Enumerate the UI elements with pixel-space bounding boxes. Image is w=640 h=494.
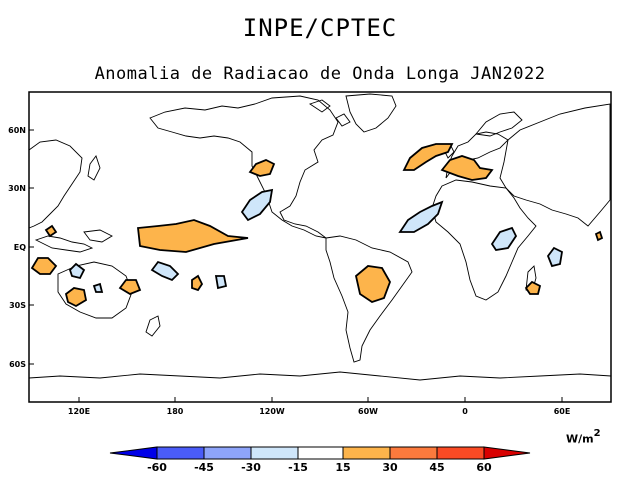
positive-anomaly-coral-sea [118,279,142,296]
organization-title: INPE/CPTEC [242,14,398,42]
coast-north-america [149,95,339,239]
lat-label-60s: 60S [9,360,26,369]
colorbar-segment [297,446,344,460]
colorbar-label: -30 [241,461,261,474]
coast-east-asia-left [28,139,83,229]
positive-anomaly-mediterranean [440,155,494,181]
map-background [29,92,611,402]
lon-label-120w: 120W [259,407,285,416]
colorbar: -60 -45 -30 -15 15 30 45 60 [109,446,531,474]
coast-antarctica [28,371,612,381]
lon-label-180: 180 [167,407,184,416]
colorbar-segment [342,446,391,460]
positive-anomaly-north-atlantic [402,143,454,171]
coast-japan [87,155,101,181]
colorbar-segment [156,446,205,460]
colorbar-label: 15 [335,461,350,474]
colorbar-segment [250,446,299,460]
longitude-axis: 120E 180 120W 60W 0 60E [68,397,570,416]
coast-africa [431,179,537,301]
negative-anomaly-central-africa [490,226,518,251]
coast-south-america [325,235,413,363]
colorbar-label: -45 [194,461,214,474]
negative-anomaly-north-pacific [240,188,274,222]
colorbar-label: 60 [476,461,492,474]
colorbar-segment [203,446,252,460]
positive-anomaly-mozambique [524,280,542,295]
units-base: W/m [566,432,594,446]
coast-new-guinea [83,229,113,243]
coast-asia [499,103,611,227]
negative-anomaly-south-pacific [150,260,180,282]
negative-anomaly-east-atlantic [398,200,444,233]
colorbar-label: 45 [429,461,444,474]
lat-label-30s: 30S [9,301,26,310]
lat-label-30n: 30N [8,184,26,193]
negative-anomaly-indian-ocean [546,246,563,268]
lat-label-60n: 60N [8,126,26,135]
coast-new-zealand [145,315,161,337]
coast-scandinavia [475,111,523,137]
coast-indonesia [34,235,94,253]
positive-anomaly-regions [30,143,604,308]
units-exponent: 2 [593,428,601,439]
lon-label-120e: 120E [68,407,90,416]
coast-canada-islands [308,99,351,127]
positive-anomaly-north-pacific [248,159,276,177]
positive-anomaly-east-edge [594,230,604,242]
lon-label-60w: 60W [358,407,378,416]
coastlines [28,93,612,381]
colorbar-label: -15 [288,461,308,474]
map-panel [28,91,612,403]
lat-label-eq: EQ [14,243,26,252]
map-title: Anomalia de Radiacao de Onda Longa JAN20… [94,64,546,84]
positive-anomaly-south-america [355,265,391,303]
colorbar-label: -60 [147,461,167,474]
negative-anomaly-tasman-east [214,275,228,290]
positive-anomaly-south-pacific-small [191,274,204,292]
coast-greenland [345,93,397,133]
lon-label-0: 0 [462,407,468,416]
positive-anomaly-australia-south [64,287,88,308]
colorbar-high-arrow [483,446,531,460]
coast-australia [57,261,133,319]
negative-anomaly-australia-north [68,262,86,280]
colorbar-low-arrow [109,446,158,460]
positive-anomaly-philippines [44,224,58,238]
positive-anomaly-australia-west [30,257,58,275]
negative-anomaly-australia-small [92,282,104,293]
negative-anomaly-regions [68,188,563,293]
positive-anomaly-central-pacific [137,219,249,253]
colorbar-segment [389,446,438,460]
colorbar-label: 30 [382,461,398,474]
colorbar-segment [436,446,485,460]
lon-label-60e: 60E [554,407,571,416]
latitude-axis: 60N 30N EQ 30S 60S [8,126,34,369]
units-label: W/m2 [566,428,601,446]
